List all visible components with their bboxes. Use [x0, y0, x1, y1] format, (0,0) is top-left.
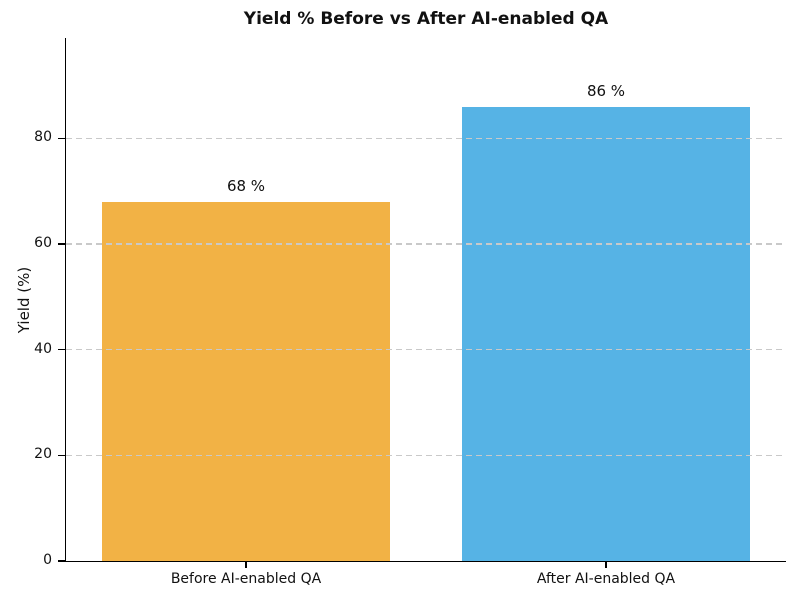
y-tick-label: 20 — [34, 446, 52, 463]
x-tick-mark — [245, 562, 247, 568]
y-tick-mark — [57, 137, 65, 140]
y-tick-mark — [57, 560, 65, 562]
y-tick-label: 60 — [34, 235, 52, 252]
y-tick-mark — [57, 454, 65, 457]
bar — [462, 106, 750, 561]
y-tick-label: 40 — [34, 340, 52, 357]
y-axis-label: Yield (%) — [15, 266, 33, 334]
bar — [102, 201, 390, 561]
x-tick-label: Before AI-enabled QA — [170, 571, 322, 587]
grid-line — [66, 454, 786, 456]
grid-line — [66, 243, 786, 245]
y-tick-label: 0 — [43, 552, 52, 568]
plot-area: 68 % Before AI-enabled QA 86 % After AI-ena… — [34, 38, 786, 587]
x-axis-spine — [64, 561, 786, 563]
chart-title: Yield % Before vs After AI-enabled QA — [243, 9, 609, 29]
y-tick-mark — [57, 243, 65, 245]
x-tick-mark — [605, 562, 607, 568]
bar-value-label: 68 % — [226, 177, 266, 196]
y-tick-mark — [57, 348, 65, 351]
x-tick-label: After AI-enabled QA — [536, 571, 676, 587]
y-tick-label: 80 — [34, 129, 52, 146]
grid-line — [66, 137, 786, 140]
y-axis-spine — [64, 38, 66, 563]
grid-line — [66, 349, 786, 351]
bar-value-label: 86 % — [586, 82, 626, 101]
